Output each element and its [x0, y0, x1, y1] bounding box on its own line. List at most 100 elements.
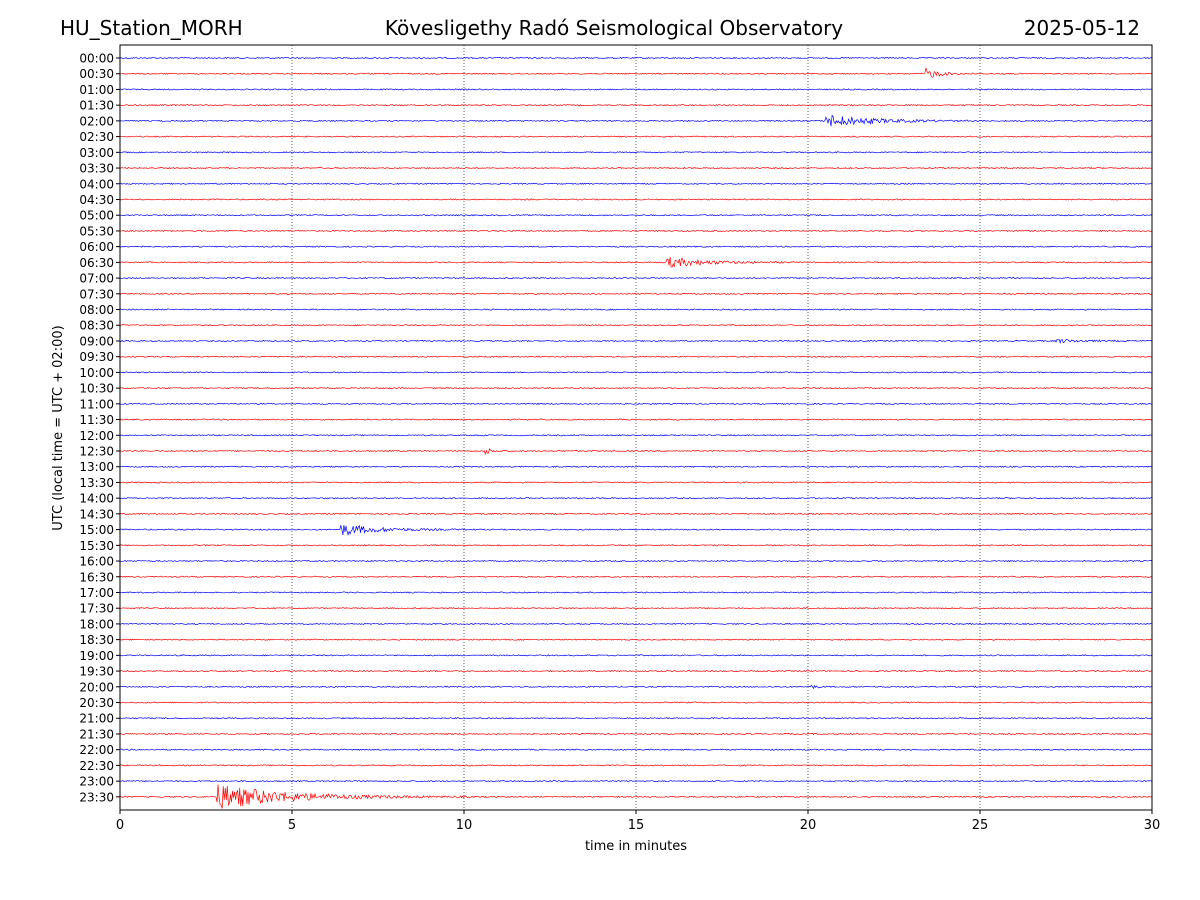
y-tick-label: 11:00 [79, 397, 114, 411]
y-tick-label: 08:30 [79, 319, 114, 333]
x-tick-label: 25 [972, 818, 989, 833]
y-tick-label: 20:30 [79, 696, 114, 710]
trace-line [119, 784, 1153, 809]
y-tick-label: 10:30 [79, 382, 114, 396]
y-tick-label: 16:30 [79, 570, 114, 584]
y-tick-label: 10:00 [79, 366, 114, 380]
trace-line [119, 114, 1153, 127]
trace-line [119, 512, 1153, 515]
trace-line [119, 308, 1153, 311]
trace-line [119, 447, 1153, 456]
y-tick-label: 18:00 [79, 617, 114, 631]
y-tick-label: 00:00 [79, 52, 114, 66]
trace-line [119, 402, 1153, 405]
trace-line [119, 56, 1153, 60]
trace-line [119, 418, 1153, 421]
x-tick-label: 5 [288, 818, 296, 833]
trace-line [119, 575, 1153, 578]
trace-line [119, 355, 1153, 358]
y-tick-label: 05:30 [79, 224, 114, 238]
y-tick-label: 23:30 [79, 790, 114, 804]
y-tick-label: 07:00 [79, 272, 114, 286]
y-tick-label: 00:30 [79, 67, 114, 81]
y-tick-label: 18:30 [79, 633, 114, 647]
y-tick-label: 13:30 [79, 476, 114, 490]
trace-line [119, 245, 1153, 248]
trace-line [119, 732, 1153, 736]
trace-line [119, 684, 1153, 690]
y-tick-label: 04:30 [79, 193, 114, 207]
chart-date: 2025-05-12 [1023, 16, 1140, 40]
plot-frame [119, 44, 1153, 811]
y-tick-label: 21:30 [79, 727, 114, 741]
y-tick-label: 14:30 [79, 507, 114, 521]
trace-line [120, 780, 1153, 783]
y-tick-label: 04:00 [79, 177, 114, 191]
y-tick-label: 03:30 [79, 162, 114, 176]
trace-line [119, 481, 1153, 484]
trace-line [119, 764, 1153, 767]
y-tick-label: 02:00 [79, 114, 114, 128]
y-tick-label: 17:30 [79, 602, 114, 616]
x-tick-label: 0 [116, 818, 124, 833]
trace-line [119, 229, 1153, 233]
trace-line [119, 669, 1153, 673]
y-tick-label: 22:30 [79, 759, 114, 773]
y-tick-label: 11:30 [79, 413, 114, 427]
trace-line [119, 465, 1153, 468]
trace-line [119, 559, 1153, 563]
trace-line [119, 256, 1153, 268]
trace-line [119, 67, 1153, 78]
trace-line [119, 591, 1153, 594]
y-tick-label: 05:00 [79, 209, 114, 223]
x-tick-label: 20 [800, 818, 817, 833]
y-tick-label: 17:00 [79, 586, 114, 600]
grid-lines [291, 45, 981, 810]
y-tick-label: 01:30 [79, 99, 114, 113]
y-tick-label: 01:00 [79, 83, 114, 97]
y-tick-label: 23:00 [79, 775, 114, 789]
y-tick-label: 06:30 [79, 256, 114, 270]
x-tick-label: 30 [1144, 818, 1161, 833]
trace-line [119, 717, 1153, 720]
trace-line [119, 292, 1153, 295]
trace-line [119, 88, 1153, 91]
trace-line [119, 151, 1153, 154]
y-tick-label: 12:00 [79, 429, 114, 443]
y-tick-label: 19:30 [79, 665, 114, 679]
trace-line [119, 387, 1153, 390]
y-tick-label: 09:30 [79, 350, 114, 364]
chart-title: Kövesligethy Radó Seismological Observat… [384, 16, 844, 40]
y-tick-label: 08:00 [79, 303, 114, 317]
y-tick-label: 12:30 [79, 445, 114, 459]
trace-line [119, 214, 1153, 217]
y-tick-label: 07:30 [79, 287, 114, 301]
x-tick-label: 10 [456, 818, 473, 833]
trace-line [119, 434, 1153, 437]
trace-line [119, 135, 1153, 138]
trace-line [119, 497, 1153, 500]
y-tick-label: 09:00 [79, 334, 114, 348]
trace-line [119, 324, 1153, 327]
trace-line [119, 104, 1153, 107]
y-tick-label: 21:00 [79, 712, 114, 726]
station-name: HU_Station_MORH [60, 16, 243, 40]
y-tick-label: 15:00 [79, 523, 114, 537]
trace-line [119, 338, 1153, 344]
trace-line [119, 277, 1153, 280]
y-tick-label: 13:00 [79, 460, 114, 474]
y-tick-label: 02:30 [79, 130, 114, 144]
trace-line [119, 524, 1153, 536]
y-tick-label: 06:00 [79, 240, 114, 254]
trace-line [119, 654, 1153, 657]
x-axis-ticks: 0 5 10 15 20 25 30 [116, 810, 1160, 833]
trace-line [119, 544, 1153, 547]
y-tick-label: 16:00 [79, 555, 114, 569]
trace-line [119, 198, 1153, 201]
trace-line [119, 182, 1153, 185]
y-tick-label: 22:00 [79, 743, 114, 757]
y-tick-label: 20:00 [79, 680, 114, 694]
x-tick-label: 15 [628, 818, 645, 833]
trace-rows [119, 56, 1153, 809]
